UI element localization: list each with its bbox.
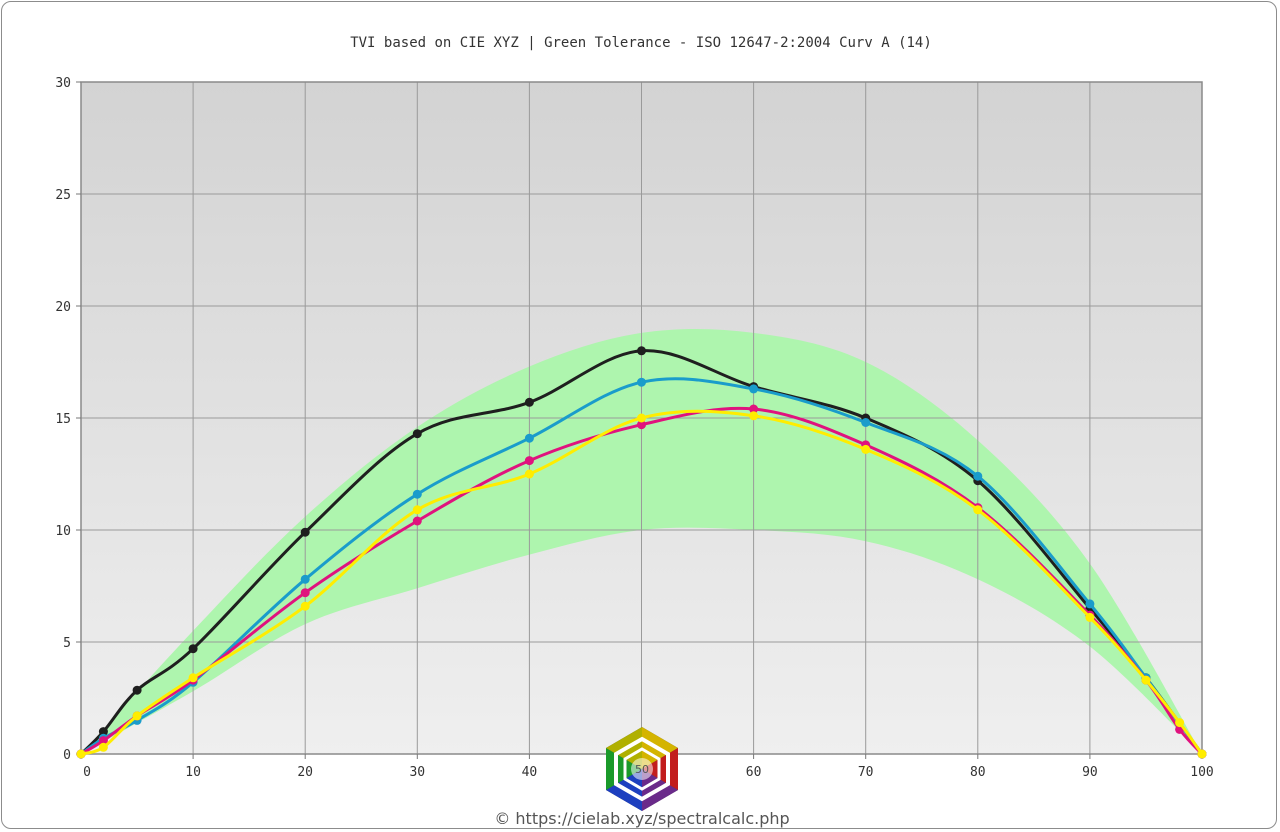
data-point xyxy=(524,469,534,479)
data-point xyxy=(637,377,646,387)
data-point xyxy=(1197,749,1207,759)
data-point xyxy=(749,411,759,421)
chart-title: TVI based on CIE XYZ | Green Tolerance -… xyxy=(350,35,932,51)
y-tick-label: 5 xyxy=(63,636,71,651)
data-point xyxy=(1175,718,1185,728)
data-point xyxy=(1085,612,1095,622)
series-line-2 xyxy=(79,377,1204,756)
data-point xyxy=(973,471,983,481)
y-tick-label: 25 xyxy=(55,188,71,203)
data-point xyxy=(749,384,759,394)
data-point xyxy=(132,711,142,721)
data-point xyxy=(861,444,871,454)
data-point xyxy=(524,456,534,466)
x-tick-label: 40 xyxy=(522,765,538,780)
y-tick-label: 15 xyxy=(55,412,71,427)
data-point xyxy=(1085,599,1095,609)
data-point xyxy=(132,685,142,695)
data-point xyxy=(76,749,86,759)
data-point xyxy=(524,433,534,443)
data-point xyxy=(300,527,310,537)
data-point xyxy=(300,601,310,611)
data-point xyxy=(98,727,108,737)
x-tick-label: 0 xyxy=(83,765,91,780)
data-point xyxy=(1141,675,1151,685)
logo-label: 50 xyxy=(635,763,649,776)
logo-icon: 50 xyxy=(606,727,678,811)
footer-url: © https://cielab.xyz/spectralcalc.php xyxy=(494,809,789,828)
data-point xyxy=(300,588,310,598)
x-tick-label: 20 xyxy=(297,765,313,780)
data-point xyxy=(188,673,198,683)
data-point xyxy=(637,346,646,356)
y-axis: 0 5 10 15 20 25 30 xyxy=(55,76,81,763)
x-tick-label: 10 xyxy=(185,765,201,780)
data-point xyxy=(637,420,646,430)
x-tick-label: 100 xyxy=(1190,765,1213,780)
x-tick-label: 30 xyxy=(409,765,425,780)
y-tick-label: 20 xyxy=(55,300,71,315)
data-point xyxy=(637,413,646,423)
data-point xyxy=(98,742,108,752)
series-line-1 xyxy=(79,349,1204,756)
y-tick-label: 30 xyxy=(55,76,71,91)
data-point xyxy=(861,418,871,427)
data-point xyxy=(412,489,422,499)
tolerance-band xyxy=(81,328,1202,754)
y-tick-label: 10 xyxy=(55,524,71,539)
data-point xyxy=(412,516,422,526)
data-point xyxy=(188,644,198,654)
x-tick-label: 80 xyxy=(970,765,986,780)
data-point xyxy=(749,404,759,414)
y-tick-label: 0 xyxy=(63,748,71,763)
data-point xyxy=(412,505,422,515)
data-point xyxy=(98,736,108,746)
x-tick-label: 70 xyxy=(858,765,874,780)
data-point xyxy=(524,397,534,407)
data-point xyxy=(973,505,983,515)
data-point xyxy=(300,574,310,584)
x-tick-label: 90 xyxy=(1082,765,1098,780)
series-layer xyxy=(76,346,1207,759)
x-tick-label: 60 xyxy=(746,765,762,780)
data-point xyxy=(412,429,422,439)
